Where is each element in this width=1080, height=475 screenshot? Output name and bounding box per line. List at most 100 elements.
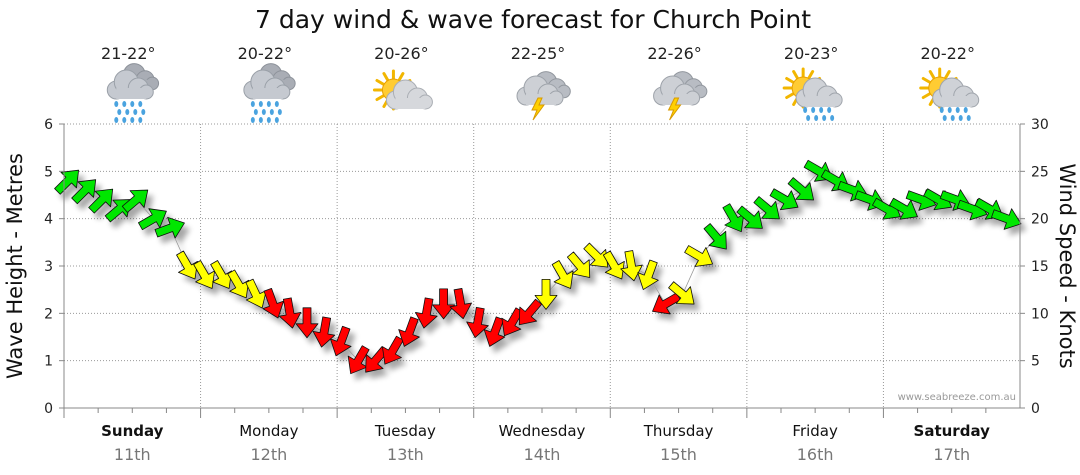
wind-arrow bbox=[602, 250, 625, 280]
date-label: 12th bbox=[250, 445, 287, 464]
wind-arrow-shape bbox=[620, 250, 643, 282]
rain-drop bbox=[963, 107, 968, 113]
date-label: 13th bbox=[387, 445, 424, 464]
wind-arrow bbox=[583, 242, 609, 268]
day-label: Friday bbox=[792, 422, 838, 440]
wind-arrow bbox=[518, 298, 543, 326]
rain-cloud-icon bbox=[106, 63, 160, 123]
wind-arrow-shape bbox=[154, 217, 185, 239]
rain-cloud-icon bbox=[243, 63, 296, 123]
rain-drop bbox=[122, 101, 127, 107]
wind-arrow bbox=[684, 245, 713, 267]
rain-drop bbox=[125, 109, 130, 115]
y-tick-label: 1 bbox=[44, 354, 53, 370]
storm-cloud-icon bbox=[653, 71, 708, 121]
wind-arrow bbox=[620, 250, 643, 282]
wind-arrow bbox=[415, 297, 438, 329]
rain-drop bbox=[803, 107, 808, 113]
wind-arrow bbox=[769, 188, 799, 211]
wind-arrow bbox=[295, 307, 319, 339]
grid bbox=[63, 123, 1021, 409]
wind-arrow bbox=[312, 316, 336, 348]
rain-drop bbox=[250, 101, 255, 107]
rain-drop bbox=[806, 115, 811, 121]
rain-drop bbox=[258, 117, 263, 123]
wind-arrow-shape bbox=[88, 188, 114, 214]
rain-drop bbox=[117, 109, 122, 115]
wind-arrow-shape bbox=[566, 251, 591, 278]
wind-arrow bbox=[210, 260, 233, 289]
rain-drop bbox=[130, 101, 135, 107]
wind-arrow bbox=[54, 169, 80, 195]
rain-drop bbox=[250, 117, 255, 123]
y-tick-label: 5 bbox=[44, 164, 53, 180]
day-label: Wednesday bbox=[499, 422, 586, 440]
wind-arrow bbox=[381, 335, 404, 365]
rain-drop bbox=[114, 117, 119, 123]
day-label: Monday bbox=[239, 422, 298, 440]
lightning-bolt bbox=[667, 97, 682, 121]
wind-arrow-shape bbox=[736, 205, 763, 229]
rain-drop bbox=[266, 101, 271, 107]
day-label: Sunday bbox=[101, 422, 164, 440]
wind-arrow-shape bbox=[602, 250, 625, 280]
wind-arrow bbox=[138, 208, 167, 231]
wind-arrow-shape bbox=[534, 278, 558, 310]
y2-tick-label: 0 bbox=[1031, 401, 1040, 417]
rain-drop bbox=[811, 107, 816, 113]
y-tick-label: 2 bbox=[44, 306, 53, 322]
rain-drop bbox=[138, 117, 143, 123]
rain-drop bbox=[955, 107, 960, 113]
rain-drop bbox=[822, 115, 827, 121]
rain-drop bbox=[130, 117, 135, 123]
rain-drop bbox=[966, 115, 971, 121]
wind-arrow bbox=[889, 197, 918, 220]
wind-arrow-shape bbox=[483, 316, 506, 347]
wind-arrow-shape bbox=[703, 223, 727, 250]
wind-arrow-shape bbox=[551, 260, 574, 289]
cloud-shape bbox=[385, 79, 433, 110]
wind-arrow-shape bbox=[71, 179, 97, 205]
day-label: Saturday bbox=[914, 422, 991, 440]
y2-tick-label: 25 bbox=[1031, 164, 1049, 180]
wind-arrow-shape bbox=[54, 169, 80, 195]
wind-series bbox=[54, 159, 1022, 375]
rain-drop bbox=[266, 117, 271, 123]
rain-drop bbox=[939, 107, 944, 113]
rain-drop bbox=[942, 115, 947, 121]
rain-drop bbox=[141, 109, 146, 115]
rain-drop bbox=[947, 107, 952, 113]
wind-arrow bbox=[121, 189, 149, 213]
wind-arrow-shape bbox=[583, 242, 609, 268]
wind-arrow-shape bbox=[415, 297, 438, 329]
sun-rain-icon bbox=[782, 67, 843, 121]
temperature-label: 22-25° bbox=[511, 44, 566, 63]
rain-drop bbox=[253, 109, 258, 115]
weather-row: 21-22° 20-22° 20-26° 22-25° 22-26° 20-23° 20-2… bbox=[101, 44, 980, 123]
temperature-label: 22-26° bbox=[647, 44, 702, 63]
wind-arrow bbox=[668, 281, 695, 305]
wind-arrow-shape bbox=[769, 188, 799, 211]
wind-arrow bbox=[88, 188, 114, 214]
temperature-label: 20-22° bbox=[920, 44, 975, 63]
y2-tick-label: 20 bbox=[1031, 212, 1049, 228]
rain-drop bbox=[814, 115, 819, 121]
wind-arrow-shape bbox=[138, 208, 167, 231]
cloud-shape bbox=[106, 69, 154, 100]
wind-arrow bbox=[736, 205, 763, 229]
rain-drop bbox=[122, 117, 127, 123]
wind-arrow-shape bbox=[330, 325, 352, 357]
rain-drop bbox=[138, 101, 143, 107]
wind-arrow-shape bbox=[449, 288, 473, 320]
wind-arrow bbox=[637, 259, 659, 290]
wind-arrow-shape bbox=[466, 306, 489, 338]
wind-arrow-shape bbox=[312, 316, 336, 348]
date-label: 15th bbox=[660, 445, 697, 464]
wind-arrow bbox=[466, 306, 489, 338]
temperature-label: 20-26° bbox=[374, 44, 429, 63]
sun-cloud-icon bbox=[372, 69, 433, 111]
rain-drop bbox=[261, 109, 266, 115]
wind-arrow-shape bbox=[637, 259, 659, 290]
wind-arrow bbox=[449, 288, 473, 320]
wind-arrow-shape bbox=[176, 250, 198, 280]
